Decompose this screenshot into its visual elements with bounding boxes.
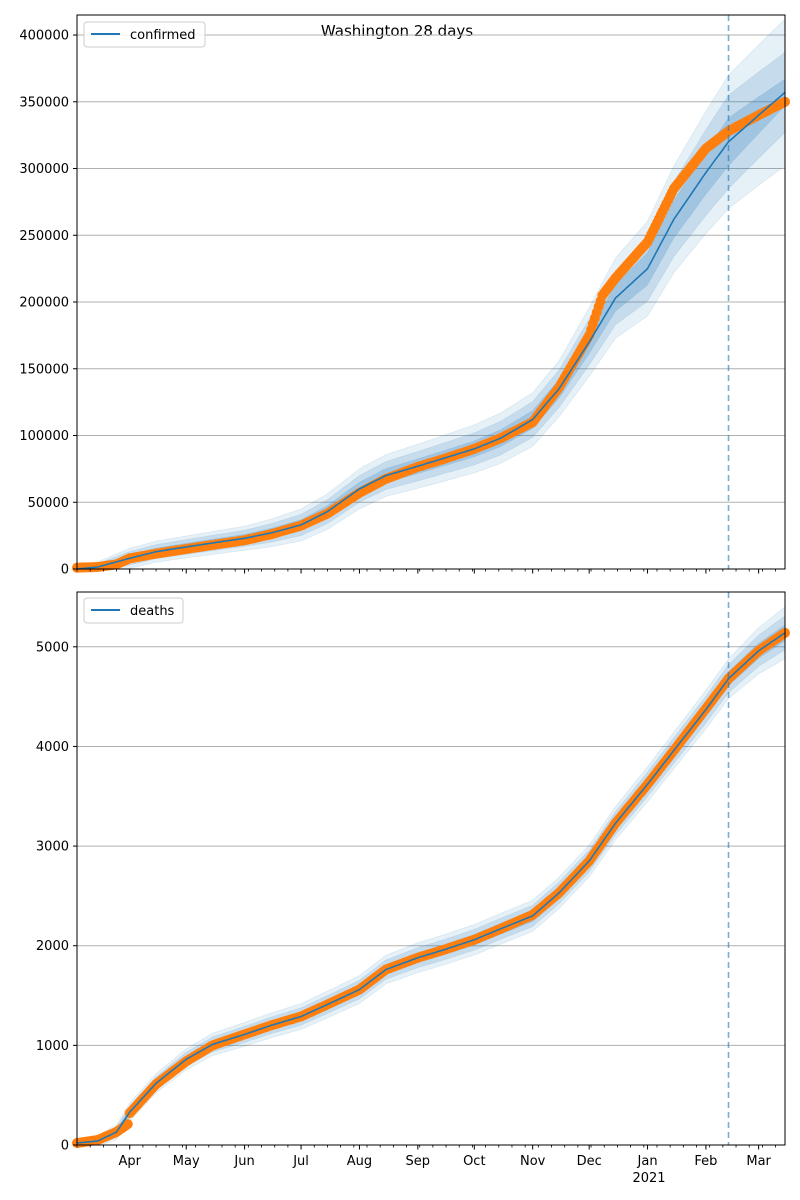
deaths-legend-label: deaths	[130, 604, 175, 619]
confirmed-y-tick-label: 350000	[19, 95, 69, 110]
confirmed-y-tick-label: 400000	[19, 29, 69, 44]
confirmed-y-tick-label: 100000	[19, 429, 69, 444]
confirmed-gridlines	[77, 34, 785, 503]
deaths-y-tick-label: 1000	[36, 1039, 69, 1054]
confirmed-y-tick-label: 150000	[19, 362, 69, 377]
deaths-y-tick-label: 0	[61, 1139, 69, 1154]
deaths-gridlines	[77, 646, 785, 1046]
confirmed-x-axis-ticks	[76, 569, 776, 574]
deaths-model-series-line	[76, 632, 786, 1144]
confirmed-y-tick-label: 200000	[19, 296, 69, 311]
deaths-plot-frame	[76, 591, 786, 1146]
deaths-y-axis-ticks: 0 1000 2000 3000 4000 5000	[36, 640, 77, 1154]
confirmed-band-1	[76, 78, 786, 570]
confirmed-plot-frame	[76, 14, 786, 570]
figure-title: Washington 28 days	[321, 22, 473, 40]
confirmed-model-line	[76, 91, 786, 570]
confirmed-band-2	[76, 51, 786, 570]
deaths-y-tick-label: 4000	[36, 740, 69, 755]
deaths-x-tick-label: Jun	[233, 1154, 254, 1169]
deaths-x-tick-label: Nov	[520, 1154, 546, 1169]
deaths-y-tick-label: 3000	[36, 840, 69, 855]
confirmed-y-tick-label: 0	[61, 563, 69, 578]
deaths-legend-box	[83, 597, 184, 624]
deaths-x-tick-label: Dec	[577, 1154, 602, 1169]
deaths-x-tick-label: Feb	[694, 1154, 717, 1169]
confirmed-legend: confirmed	[83, 21, 206, 48]
deaths-x-tick-label: Aug	[347, 1154, 372, 1169]
confirmed-model-series-line	[76, 91, 786, 570]
deaths-legend: deaths	[83, 597, 184, 624]
deaths-x-tick-label: May	[173, 1154, 200, 1169]
deaths-x-tick-label: Jul	[292, 1154, 309, 1169]
deaths-x-axis-ticks: Apr May Jun Jul Aug Sep Oct Nov Dec Jan Feb Mar	[76, 1145, 776, 1169]
confirmed-legend-box	[83, 21, 206, 48]
confirmed-y-tick-label: 250000	[19, 229, 69, 244]
x-axis-year-label: 2021	[632, 1171, 665, 1186]
deaths-panel: 0 1000 2000 3000 4000 5000 Apr May Jun Jul Aug Sep…	[36, 591, 790, 1169]
deaths-x-tick-label: Apr	[118, 1154, 141, 1169]
confirmed-panel: 0 50000 100000 150000 200000 250000 300000 3500…	[19, 14, 790, 578]
confirmed-y-tick-label: 300000	[19, 162, 69, 177]
deaths-x-tick-label: Sep	[406, 1154, 431, 1169]
confirmed-y-axis-ticks: 0 50000 100000 150000 200000 250000 300000 3500…	[19, 29, 77, 578]
deaths-y-tick-label: 5000	[36, 640, 69, 655]
deaths-observed-points	[72, 627, 790, 1148]
deaths-model-line	[76, 632, 786, 1144]
confirmed-y-tick-label: 50000	[28, 496, 69, 511]
deaths-x-tick-label: Jan	[637, 1154, 658, 1169]
deaths-x-tick-label: Oct	[463, 1154, 485, 1169]
deaths-observed-point	[122, 1119, 133, 1130]
deaths-x-tick-label: Mar	[746, 1154, 771, 1169]
deaths-y-tick-label: 2000	[36, 939, 69, 954]
confirmed-legend-label: confirmed	[130, 28, 196, 43]
